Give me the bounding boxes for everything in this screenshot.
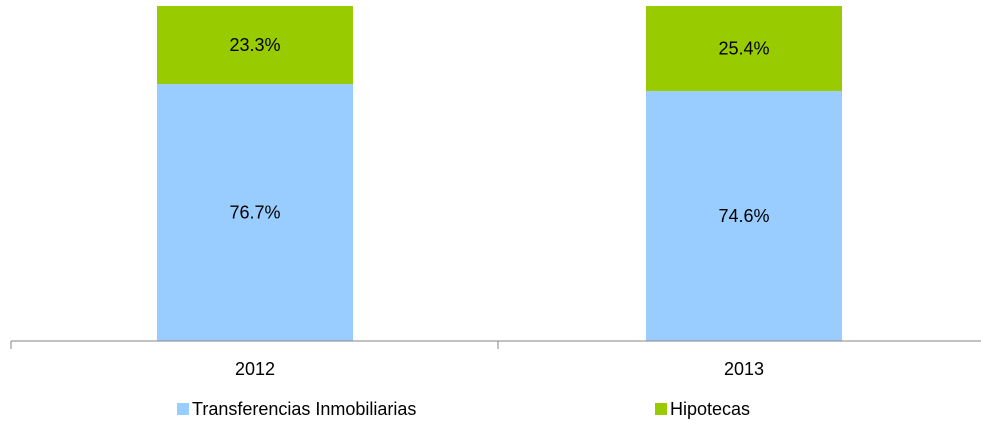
bar-transferencias-inmobiliarias-2013	[646, 91, 842, 341]
data-label: 23.3%	[229, 35, 280, 55]
x-axis	[10, 340, 981, 349]
x-tick-labels: 2012 2013	[235, 359, 764, 379]
data-label: 74.6%	[718, 206, 769, 226]
bar-transferencias-inmobiliarias-2012	[157, 84, 353, 342]
legend-swatch	[655, 403, 667, 415]
x-tick-label: 2013	[724, 359, 764, 379]
data-label: 76.7%	[229, 203, 280, 223]
bars-group: 76.7% 23.3% 74.6% 25.4%	[157, 6, 842, 342]
x-tick-label: 2012	[235, 359, 275, 379]
data-label: 25.4%	[718, 39, 769, 59]
bar-hipotecas-2013	[646, 6, 842, 92]
legend: Transferencias Inmobiliarias Hipotecas	[177, 399, 750, 419]
legend-label: Transferencias Inmobiliarias	[192, 399, 416, 419]
legend-label: Hipotecas	[670, 399, 750, 419]
bar-hipotecas-2012	[157, 6, 353, 85]
legend-swatch	[177, 403, 189, 415]
